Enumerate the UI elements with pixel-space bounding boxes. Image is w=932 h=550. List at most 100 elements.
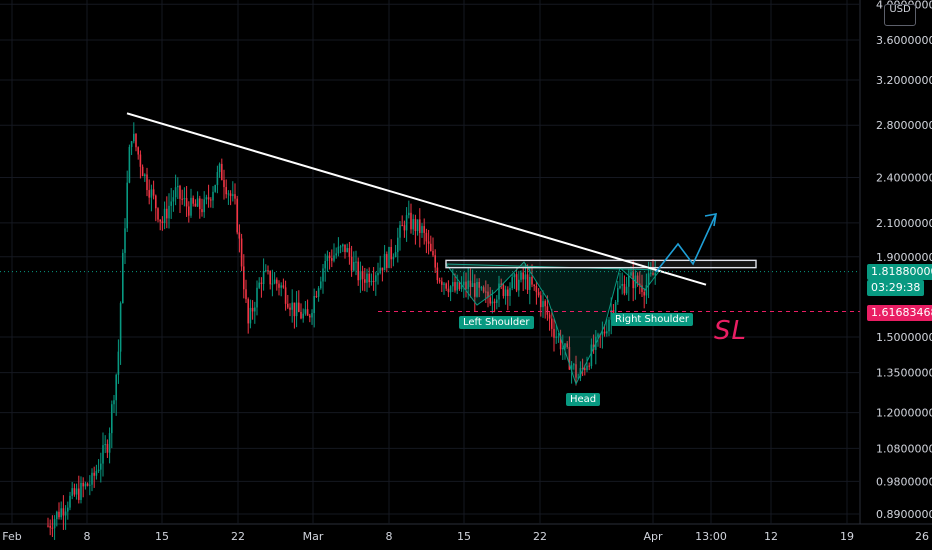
candle-body	[566, 343, 568, 348]
candle-body	[203, 199, 205, 213]
candle-body	[320, 281, 322, 289]
candle-body	[463, 281, 465, 286]
candle-body	[324, 260, 326, 269]
candle-body	[507, 289, 509, 297]
candle-body	[401, 225, 403, 227]
candle-body	[69, 495, 71, 508]
candle-body	[130, 141, 133, 147]
candle-body	[478, 281, 480, 288]
x-tick-label: 26	[915, 530, 929, 543]
candle-body	[482, 287, 485, 292]
candle-body	[639, 283, 641, 286]
candle-body	[630, 272, 632, 276]
candle-body	[166, 208, 168, 219]
candle-body	[465, 281, 467, 289]
candle-body	[122, 252, 124, 304]
candle-body	[489, 297, 491, 304]
candle-body	[276, 279, 278, 284]
head-and-shoulders-pattern	[444, 261, 661, 386]
candle-body	[304, 309, 307, 314]
candle-body	[89, 484, 91, 486]
candle-body	[553, 328, 555, 338]
candle-body	[177, 185, 179, 188]
candle-body	[249, 307, 252, 324]
candle-body	[273, 279, 276, 284]
candle-body	[392, 257, 395, 260]
candle-body	[430, 243, 432, 252]
candle-body	[386, 254, 388, 268]
candle-body	[159, 219, 161, 222]
y-tick-label: 1.90000000	[876, 251, 932, 264]
candle-body	[333, 255, 335, 261]
currency-button[interactable]: USD	[884, 4, 916, 26]
y-tick-label: 3.20000000	[876, 74, 932, 87]
candle-body	[251, 307, 254, 312]
candle-body	[84, 483, 87, 487]
candle-body	[619, 285, 621, 289]
candle-body	[306, 309, 309, 316]
candle-body	[62, 508, 65, 516]
stop-loss-price-value: 1.61683468	[871, 306, 932, 319]
x-tick-label: 15	[155, 530, 169, 543]
candle-body	[339, 246, 342, 248]
candle-body	[397, 237, 399, 253]
candle-body	[603, 331, 606, 334]
x-tick-label: Feb	[2, 530, 21, 543]
candle-body	[542, 301, 544, 308]
candle-body	[485, 291, 487, 293]
y-tick-label: 2.80000000	[876, 119, 932, 132]
candle-body	[247, 299, 249, 324]
candle-body	[493, 301, 496, 303]
time-axis[interactable]: Feb 8 15 22 Mar 8 15 22 Apr 13:00 12 19 26	[2, 530, 929, 543]
candle-body	[405, 215, 408, 231]
candle-body	[93, 472, 95, 476]
candle-body	[559, 336, 562, 350]
candle-body	[643, 291, 645, 296]
candle-body	[56, 511, 58, 520]
candle-body	[425, 232, 428, 242]
candle-body	[331, 258, 333, 261]
candle-body	[432, 251, 434, 256]
candle-body	[115, 374, 117, 401]
candle-body	[394, 252, 397, 258]
candle-body	[335, 253, 337, 256]
candle-body	[82, 482, 84, 487]
candle-body	[427, 241, 430, 244]
candle-body	[460, 285, 463, 290]
candle-body	[419, 219, 421, 233]
candle-body	[557, 336, 560, 338]
candle-body	[102, 445, 104, 464]
candle-body	[423, 226, 425, 233]
price-axis[interactable]: 0.89000000 0.98000000 1.08000000 1.20000000…	[876, 0, 932, 521]
candle-body	[515, 274, 518, 291]
candle-body	[49, 525, 51, 528]
y-tick-label: 1.50000000	[876, 331, 932, 344]
candle-body	[163, 208, 166, 223]
candle-body	[269, 270, 271, 285]
candle-body	[504, 289, 507, 296]
candle-body	[491, 301, 494, 304]
candle-body	[577, 377, 579, 379]
candle-body	[243, 266, 245, 290]
candle-body	[282, 285, 285, 288]
candle-body	[212, 191, 214, 201]
candle-body	[456, 281, 458, 291]
last-price-value: 1.81880000	[871, 265, 932, 278]
candle-body	[229, 193, 232, 197]
candle-body	[309, 315, 311, 318]
y-tick-label: 2.10000000	[876, 217, 932, 230]
candle-body	[524, 274, 527, 280]
candle-body	[194, 203, 197, 207]
candle-body	[133, 133, 135, 142]
candle-body	[302, 313, 304, 319]
candle-body	[265, 270, 267, 272]
right-shoulder-label: Right Shoulder	[611, 313, 694, 326]
candle-body	[86, 483, 89, 486]
candle-body	[75, 488, 78, 495]
candle-body	[322, 268, 324, 282]
candle-body	[350, 256, 353, 271]
candle-body	[537, 292, 540, 296]
candle-body	[128, 146, 131, 183]
left-shoulder-label: Left Shoulder	[459, 316, 534, 329]
